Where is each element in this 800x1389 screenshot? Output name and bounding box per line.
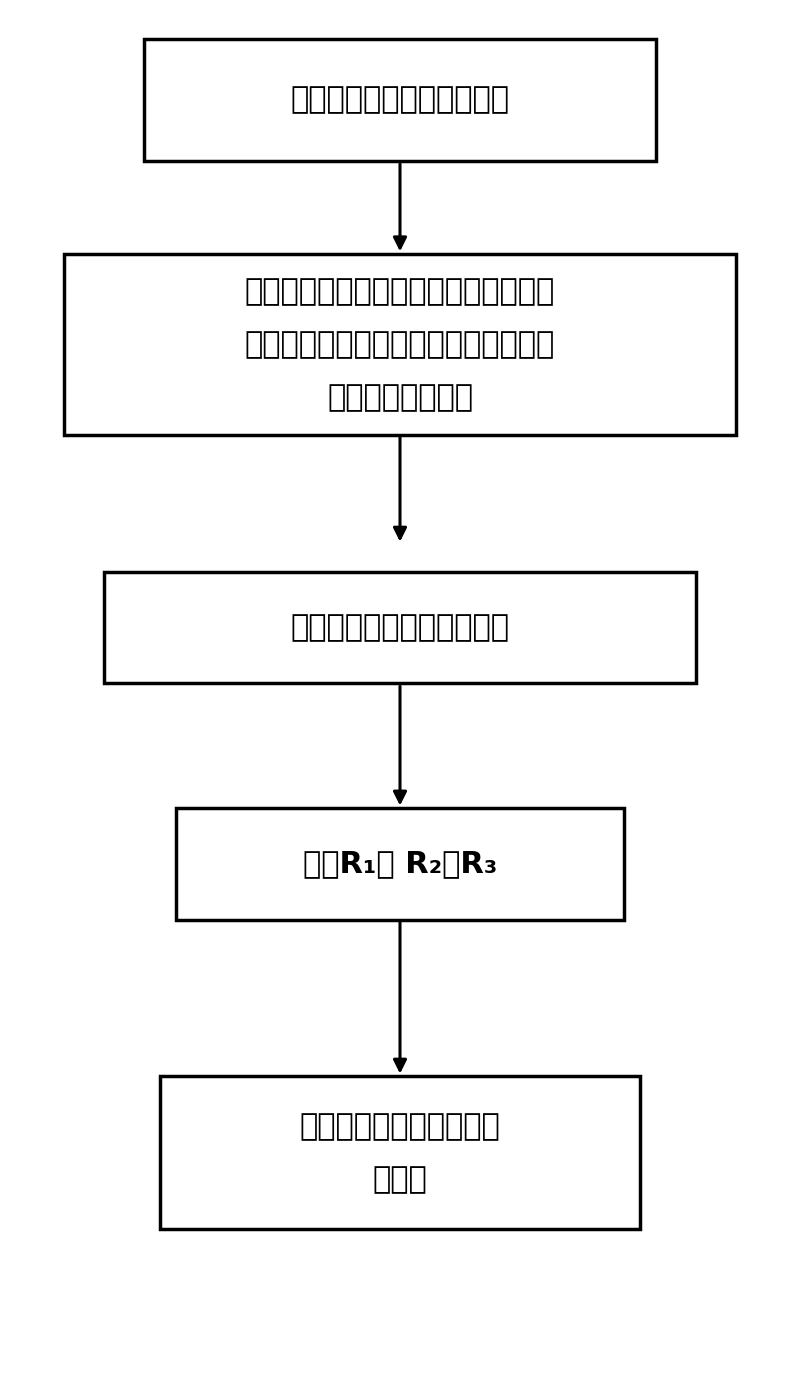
Bar bbox=[160, 1076, 640, 1229]
Text: 计算R₁、 R₂和R₃: 计算R₁、 R₂和R₃ bbox=[303, 850, 497, 878]
Text: 被光电探测器检测: 被光电探测器检测 bbox=[327, 383, 473, 411]
Text: 激光束通过起偏器、第一光弹调制器、: 激光束通过起偏器、第一光弹调制器、 bbox=[245, 278, 555, 306]
Text: 轴角度: 轴角度 bbox=[373, 1165, 427, 1193]
Text: 由光强数据中得到谐波信号: 由光强数据中得到谐波信号 bbox=[290, 614, 510, 642]
Bar bbox=[176, 808, 624, 920]
Bar bbox=[64, 254, 736, 435]
Bar bbox=[144, 39, 656, 161]
Text: 被测物体、第二光弹调制器和检偏器后: 被测物体、第二光弹调制器和检偏器后 bbox=[245, 331, 555, 358]
Text: 计算线性双折射延迟和主: 计算线性双折射延迟和主 bbox=[300, 1113, 500, 1140]
Bar bbox=[104, 572, 696, 683]
Text: 对激光束光强进行正弦调制: 对激光束光强进行正弦调制 bbox=[290, 86, 510, 114]
